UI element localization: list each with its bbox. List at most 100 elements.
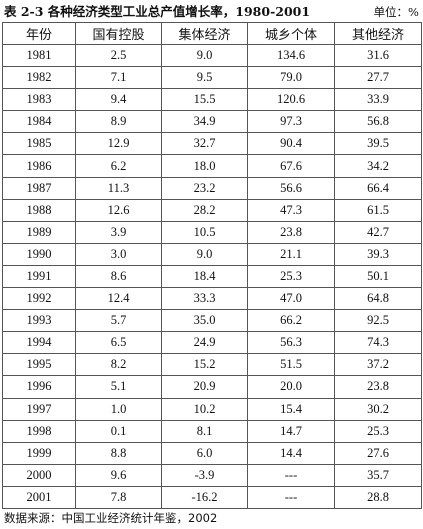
header-year: 年份: [2, 22, 76, 45]
table-row: 1999 8.8 6.0 14.4 27.6: [2, 441, 422, 465]
cell-other: 61.5: [334, 198, 422, 222]
cell-other: 92.5: [334, 309, 422, 333]
cell-state-owned: 8.9: [75, 110, 162, 134]
cell-state-owned: 3.0: [75, 242, 162, 266]
cell-state-owned: 11.3: [75, 176, 162, 200]
cell-other: 30.2: [334, 397, 422, 421]
cell-collective: 9.0: [161, 242, 248, 266]
cell-year: 1983: [2, 88, 76, 112]
cell-individual: 120.6: [247, 88, 335, 112]
cell-collective: 33.3: [161, 287, 248, 311]
cell-other: 50.1: [334, 264, 422, 289]
cell-year: 1984: [2, 110, 76, 134]
cell-collective: 24.9: [161, 331, 248, 355]
cell-state-owned: 8.2: [75, 353, 162, 377]
cell-other: 23.8: [334, 375, 422, 399]
cell-other: 27.6: [334, 441, 422, 465]
cell-year: 1982: [2, 66, 76, 90]
cell-other: 64.8: [334, 287, 422, 311]
cell-year: 1986: [2, 154, 76, 178]
table-row: 1991 8.6 18.4 25.3 50.1: [2, 264, 422, 289]
table-row: 1984 8.9 34.9 97.3 56.8: [2, 110, 422, 134]
title-bar: 表 2-3 各种经济类型工业总产值增长率，1980-2001 单位：%: [4, 3, 419, 21]
table-title: 表 2-3 各种经济类型工业总产值增长率，1980-2001: [4, 4, 311, 19]
cell-other: 34.2: [334, 154, 422, 178]
cell-collective: 6.0: [161, 441, 248, 465]
cell-individual: 66.2: [247, 309, 335, 333]
cell-collective: 8.1: [161, 419, 248, 443]
cell-state-owned: 2.5: [75, 43, 162, 68]
cell-collective: 10.5: [161, 220, 248, 244]
cell-state-owned: 7.8: [75, 485, 162, 509]
cell-year: 1988: [2, 198, 76, 222]
table-row: 1988 12.6 28.2 47.3 61.5: [2, 198, 422, 222]
cell-individual: 79.0: [247, 66, 335, 90]
cell-collective: 28.2: [161, 198, 248, 222]
cell-state-owned: 5.1: [75, 375, 162, 399]
table-row: 1987 11.3 23.2 56.6 66.4: [2, 176, 422, 200]
cell-individual: 47.0: [247, 287, 335, 311]
cell-state-owned: 6.2: [75, 154, 162, 178]
header-other: 其他经济: [334, 22, 422, 45]
cell-state-owned: 1.0: [75, 397, 162, 421]
table-row: 1997 1.0 10.2 15.4 30.2: [2, 397, 422, 421]
cell-year: 1981: [2, 43, 76, 68]
cell-collective: 18.4: [161, 264, 248, 289]
table-body: 1981 2.5 9.0 134.6 31.6 1982 7.1 9.5 79.0 27.7 198…: [2, 43, 422, 509]
cell-individual: 25.3: [247, 264, 335, 289]
cell-individual: 67.6: [247, 154, 335, 178]
cell-state-owned: 7.1: [75, 66, 162, 90]
cell-collective: 9.0: [161, 43, 248, 68]
cell-individual: 15.4: [247, 397, 335, 421]
cell-other: 27.7: [334, 66, 422, 90]
table-row: 1992 12.4 33.3 47.0 64.8: [2, 287, 422, 311]
header-collective: 集体经济: [161, 22, 248, 45]
cell-state-owned: 3.9: [75, 220, 162, 244]
cell-individual: 56.6: [247, 176, 335, 200]
cell-state-owned: 5.7: [75, 309, 162, 333]
cell-other: 39.3: [334, 242, 422, 266]
cell-individual: 56.3: [247, 331, 335, 355]
cell-collective: 23.2: [161, 176, 248, 200]
cell-year: 1992: [2, 287, 76, 311]
header-individual: 城乡个体: [247, 22, 335, 45]
cell-state-owned: 12.9: [75, 132, 162, 156]
cell-year: 1990: [2, 242, 76, 266]
cell-year: 1991: [2, 264, 76, 289]
cell-individual: 21.1: [247, 242, 335, 266]
cell-other: 39.5: [334, 132, 422, 156]
growth-rate-table: 年份 国有控股 集体经济 城乡个体 其他经济 1981 2.5 9.0 134.6 31…: [2, 22, 422, 509]
cell-individual: ---: [247, 463, 335, 487]
cell-year: 2000: [2, 463, 76, 487]
cell-state-owned: 8.8: [75, 441, 162, 465]
cell-year: 1997: [2, 397, 76, 421]
cell-year: 1989: [2, 220, 76, 244]
cell-other: 25.3: [334, 419, 422, 443]
cell-individual: 47.3: [247, 198, 335, 222]
cell-collective: 15.2: [161, 353, 248, 377]
table-row: 1983 9.4 15.5 120.6 33.9: [2, 88, 422, 112]
cell-individual: 14.7: [247, 419, 335, 443]
header-state-owned: 国有控股: [75, 22, 162, 45]
cell-individual: 97.3: [247, 110, 335, 134]
cell-other: 33.9: [334, 88, 422, 112]
cell-collective: 9.5: [161, 66, 248, 90]
table-row: 1989 3.9 10.5 23.8 42.7: [2, 220, 422, 244]
table-row: 2000 9.6 -3.9 --- 35.7: [2, 463, 422, 487]
cell-state-owned: 12.4: [75, 287, 162, 311]
cell-collective: 10.2: [161, 397, 248, 421]
cell-other: 42.7: [334, 220, 422, 244]
table-row: 1995 8.2 15.2 51.5 37.2: [2, 353, 422, 377]
table-row: 1986 6.2 18.0 67.6 34.2: [2, 154, 422, 178]
cell-year: 1993: [2, 309, 76, 333]
cell-individual: 23.8: [247, 220, 335, 244]
cell-year: 1998: [2, 419, 76, 443]
cell-individual: 20.0: [247, 375, 335, 399]
table-row: 1993 5.7 35.0 66.2 92.5: [2, 309, 422, 333]
cell-collective: 32.7: [161, 132, 248, 156]
cell-state-owned: 6.5: [75, 331, 162, 355]
source-note: 数据来源：中国工业经济统计年鉴，2002: [4, 511, 218, 525]
cell-collective: 18.0: [161, 154, 248, 178]
cell-year: 1996: [2, 375, 76, 399]
cell-year: 1995: [2, 353, 76, 377]
